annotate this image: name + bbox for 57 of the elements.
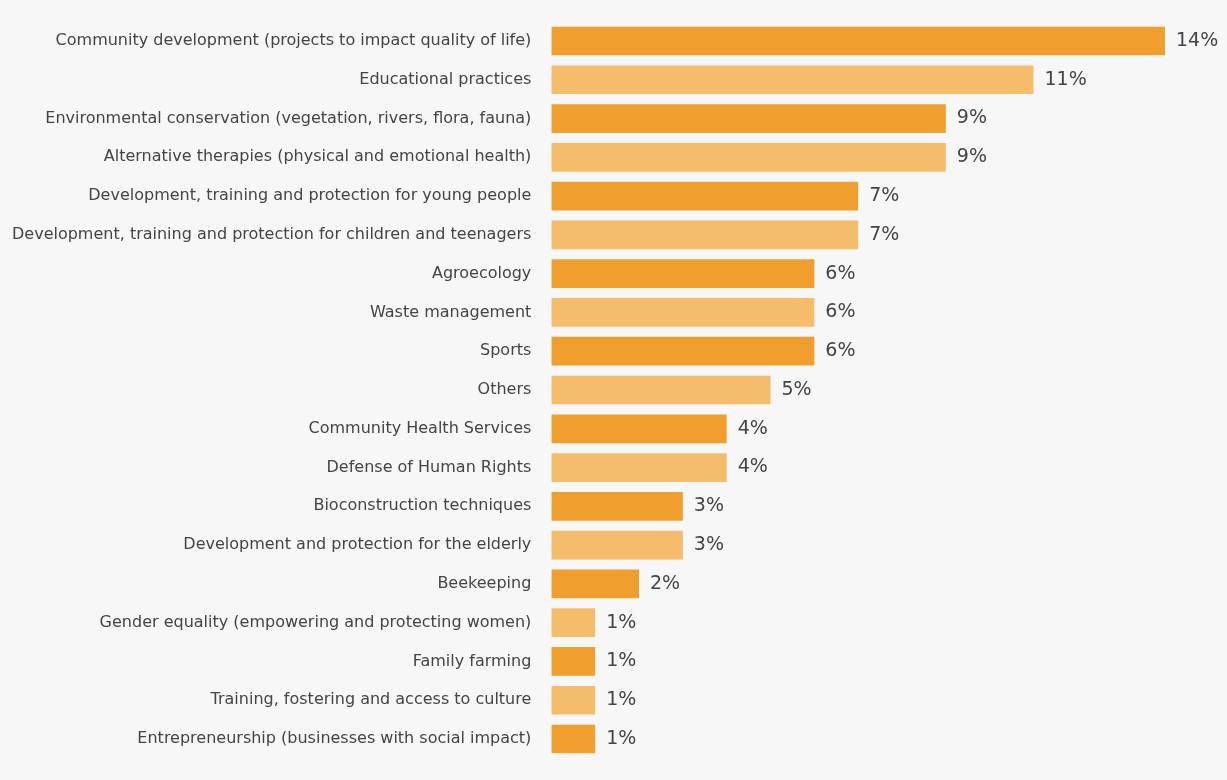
bar: [551, 142, 946, 172]
y-tick-label: Gender equality (empowering and protecting women): [99, 611, 532, 631]
data-label: 1%: [606, 687, 637, 710]
data-label: 6%: [825, 260, 856, 283]
y-tick-label: Others: [477, 379, 532, 399]
bar: [551, 375, 771, 405]
y-tick-label: Bioconstruction techniques: [313, 495, 532, 515]
data-label: 4%: [737, 454, 768, 477]
bar: [551, 259, 815, 289]
bar: [551, 26, 1165, 56]
bar: [551, 724, 596, 754]
data-label: 7%: [869, 221, 900, 244]
data-label: 9%: [956, 105, 987, 128]
bar: [551, 298, 815, 327]
y-tick-label: Training, fostering and access to culture: [209, 689, 532, 709]
bar: [551, 569, 639, 599]
data-label: 4%: [737, 415, 768, 438]
data-label: 11%: [1044, 66, 1087, 89]
data-label: 1%: [606, 609, 637, 632]
y-tick-label: Alternative therapies (physical and emotional health): [103, 146, 532, 166]
y-tick-label: Environmental conservation (vegetation, rivers, flora, fauna): [45, 107, 532, 127]
bar: [551, 181, 859, 211]
data-label: 9%: [956, 144, 987, 167]
data-label: 1%: [606, 648, 637, 671]
y-tick-label: Family farming: [412, 650, 532, 670]
bar: [551, 530, 683, 560]
data-label: 7%: [869, 183, 900, 206]
bar: [551, 336, 815, 366]
y-tick-label: Community development (projects to impact quality of life): [55, 30, 532, 50]
y-tick-label: Agroecology: [431, 262, 532, 282]
data-label: 3%: [693, 532, 724, 555]
bar: [551, 453, 727, 482]
y-tick-label: Educational practices: [359, 68, 532, 88]
y-tick-label: Sports: [480, 340, 532, 360]
y-tick-label: Development, training and protection for young people: [88, 185, 532, 205]
bar: [551, 647, 596, 676]
y-tick-label: Development, training and protection for children and teenagers: [11, 224, 532, 244]
bar: [551, 414, 727, 444]
bar: [551, 491, 683, 521]
data-label: 6%: [825, 299, 856, 322]
data-label: 3%: [693, 493, 724, 516]
y-tick-label: Waste management: [370, 301, 532, 321]
data-label: 14%: [1176, 27, 1219, 50]
data-label: 5%: [781, 376, 812, 399]
y-tick-label: Community Health Services: [308, 417, 532, 437]
bar: [551, 65, 1034, 95]
y-tick-label: Beekeeping: [437, 573, 532, 593]
bar: [551, 104, 946, 133]
data-label: 2%: [650, 570, 681, 593]
y-tick-label: Defense of Human Rights: [326, 456, 532, 476]
bar: [551, 220, 859, 250]
bar: [551, 685, 596, 715]
y-tick-label: Development and protection for the elderly: [183, 534, 532, 554]
y-tick-label: Entrepreneurship (businesses with social impact): [137, 728, 532, 748]
data-label: 6%: [825, 338, 856, 361]
bar: [551, 608, 596, 638]
data-label: 1%: [606, 725, 637, 748]
